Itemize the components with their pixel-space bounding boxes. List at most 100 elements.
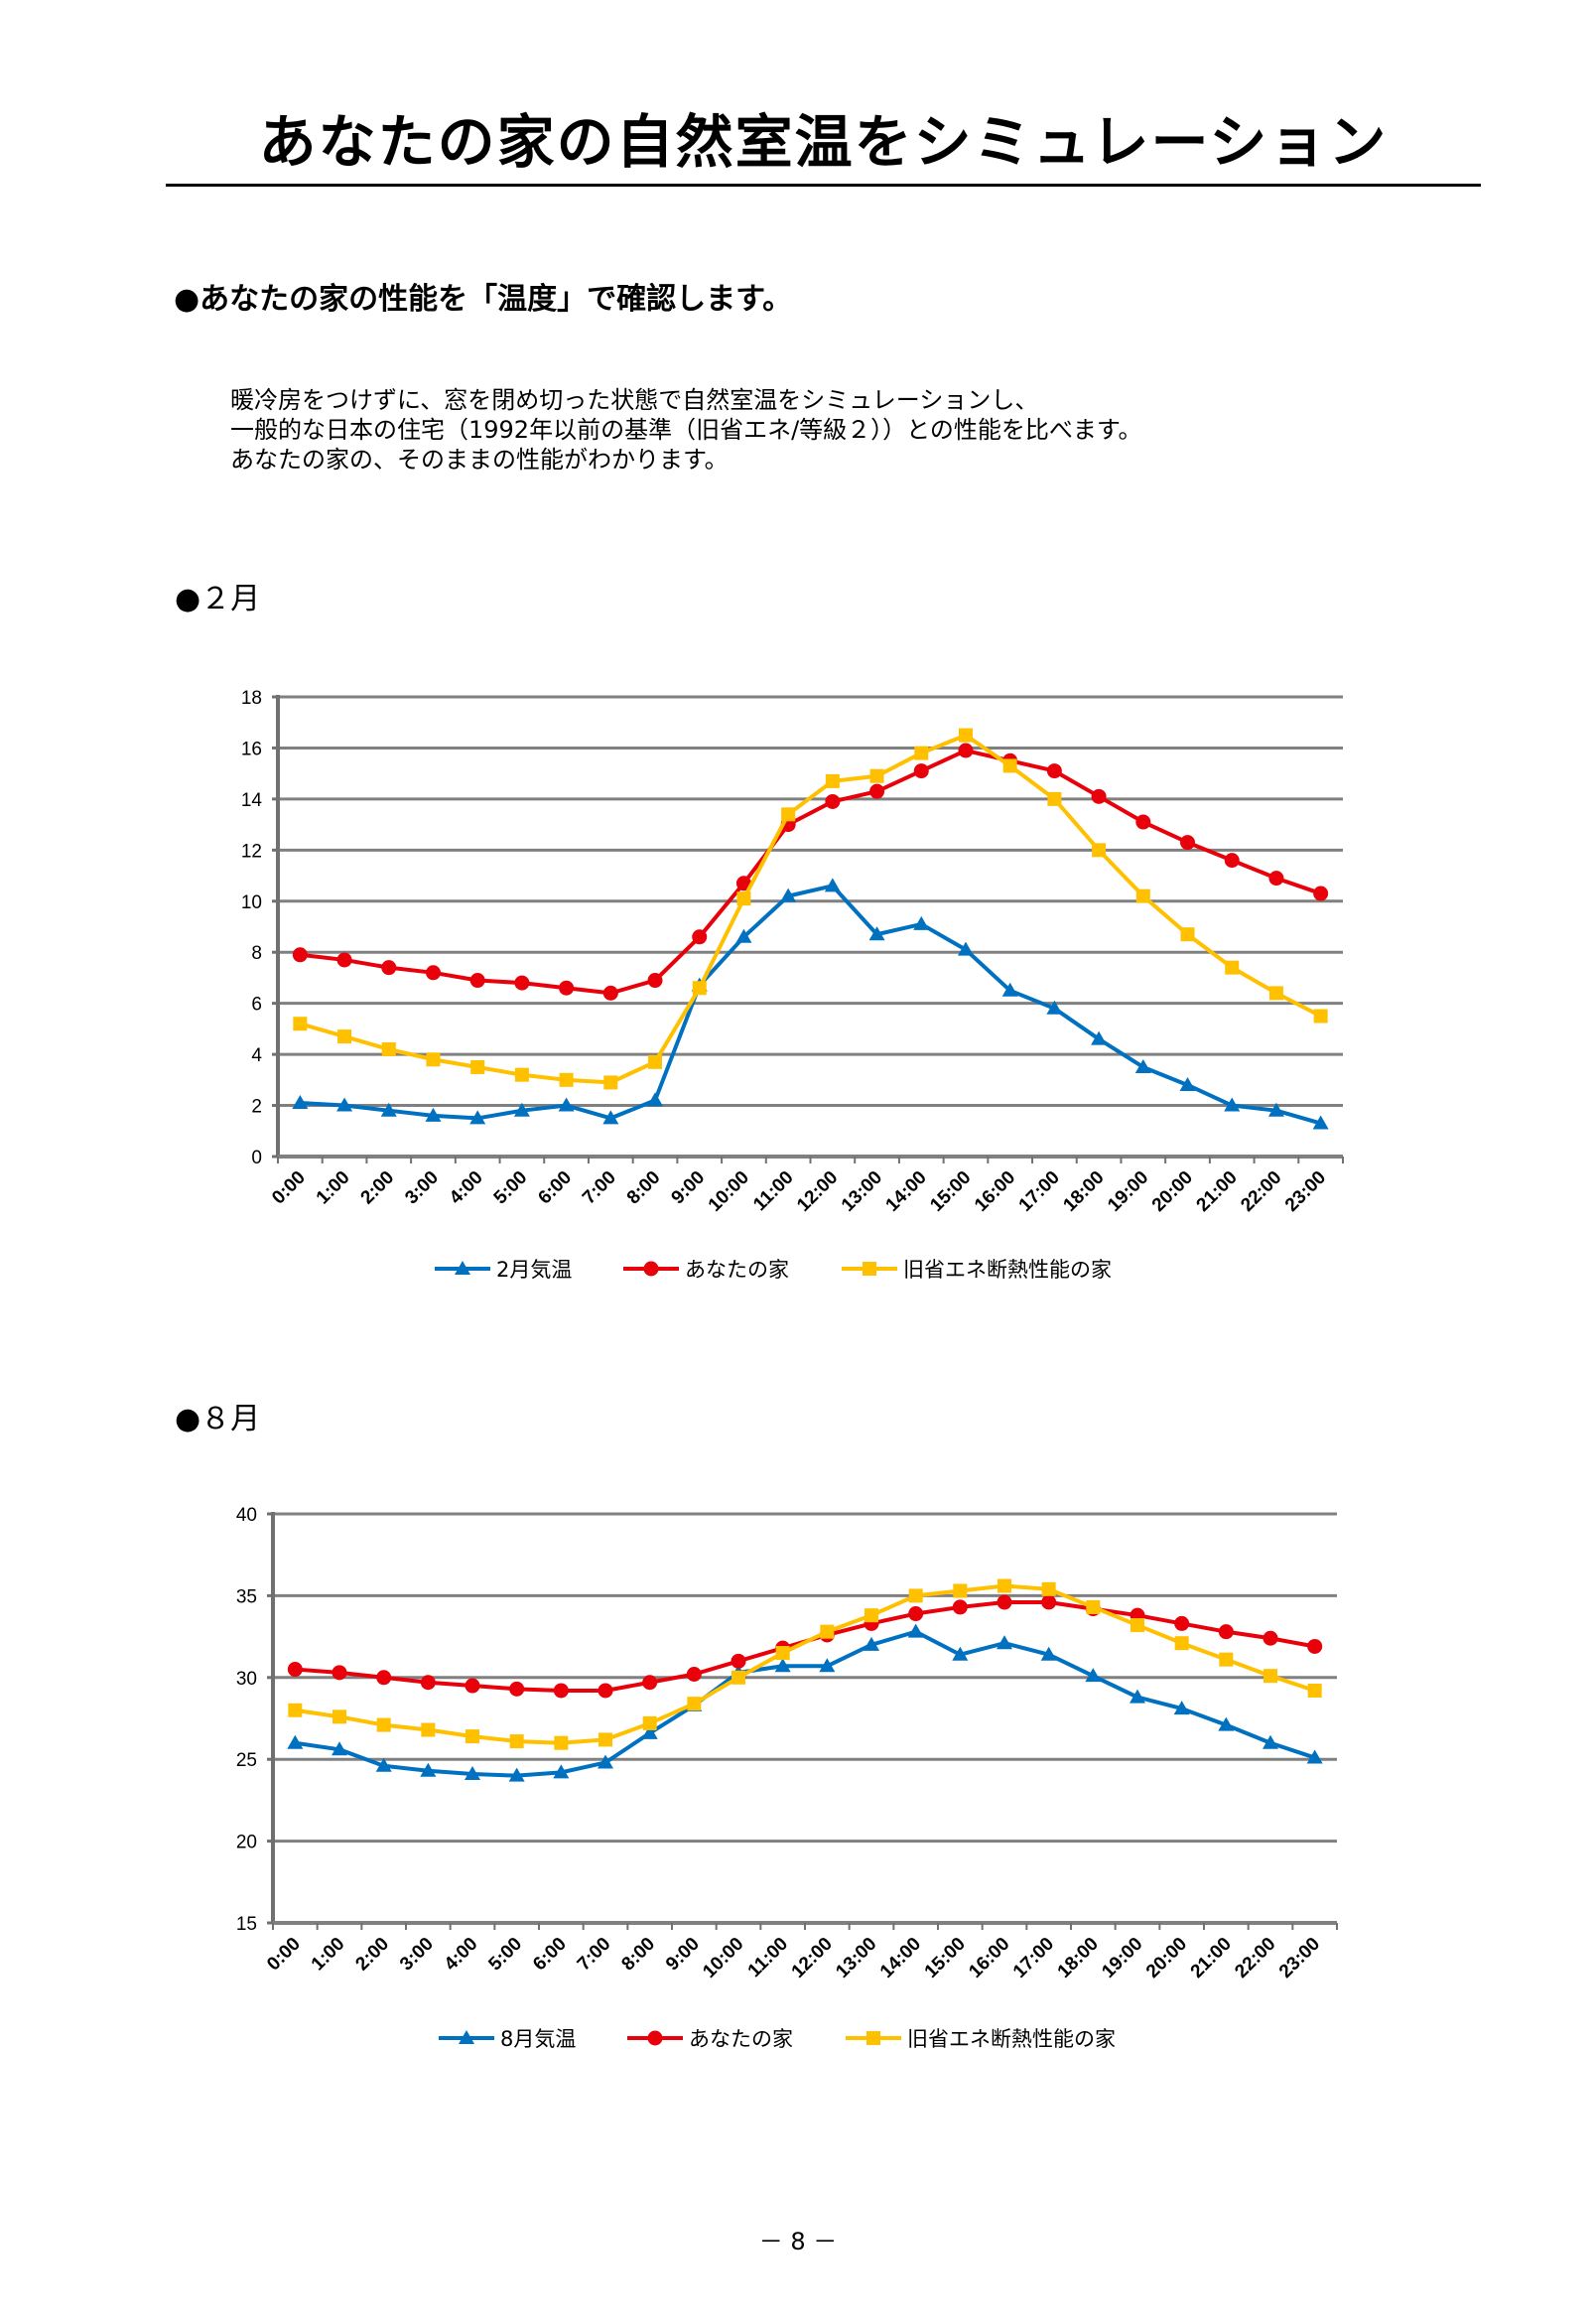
data-point — [559, 1072, 574, 1087]
x-tick-label: 8:00 — [617, 1934, 659, 1976]
data-point — [997, 1635, 1012, 1650]
data-point — [1218, 1624, 1234, 1640]
data-point — [1264, 1669, 1277, 1684]
data-point — [469, 1110, 486, 1125]
data-point — [1224, 1097, 1241, 1112]
data-point — [1091, 788, 1107, 804]
data-point — [1040, 1646, 1057, 1661]
data-point — [558, 1097, 575, 1112]
x-tick-label: 2:00 — [357, 1167, 399, 1209]
data-point — [998, 1578, 1011, 1593]
x-tick-label: 4:00 — [441, 1934, 482, 1976]
data-point — [914, 746, 929, 760]
x-tick-label: 8:00 — [623, 1167, 665, 1209]
data-point — [514, 1067, 529, 1082]
data-point — [736, 891, 751, 906]
data-point — [1263, 1734, 1278, 1749]
x-tick-label: 14:00 — [882, 1167, 931, 1216]
data-point — [642, 1715, 657, 1730]
legend-label: 旧省エネ断熱性能の家 — [907, 2027, 1116, 2051]
data-point — [336, 952, 352, 968]
data-point — [420, 1762, 437, 1777]
y-tick-label: 12 — [241, 841, 262, 862]
august-temperature-chart: 15 20 25 30 35 40 0:00 1:00 2:00 3:00 4:00 5:00 6:00… — [236, 1505, 1338, 2051]
data-point — [1046, 1000, 1063, 1015]
data-point — [642, 1675, 658, 1691]
body-text-line-1: 暖冷房をつけずに、窓を閉め切った状態で自然室温をシミュレーションし、 — [230, 386, 1039, 414]
data-point — [559, 980, 575, 996]
data-point — [692, 981, 707, 996]
x-tick-label: 22:00 — [1231, 1934, 1279, 1982]
series-line — [295, 1583, 1316, 1745]
x-tick-label: 12:00 — [788, 1934, 837, 1982]
data-point — [958, 743, 974, 758]
data-point — [1263, 1630, 1278, 1646]
data-point — [465, 1678, 480, 1694]
body-text-line-2: 一般的な日本の住宅（1992年以前の基準（旧省エネ/等級２））との性能を比べます… — [230, 416, 1142, 444]
data-point — [1225, 960, 1240, 975]
x-tick-label: 7:00 — [579, 1167, 620, 1209]
x-tick-label: 11:00 — [744, 1934, 792, 1981]
data-point — [380, 1102, 397, 1117]
x-tick-label: 22:00 — [1237, 1167, 1285, 1216]
data-point — [598, 1732, 612, 1747]
legend-marker — [863, 1262, 876, 1276]
x-tick-label: 4:00 — [446, 1167, 487, 1209]
data-point — [869, 768, 884, 783]
data-point — [1046, 763, 1062, 779]
february-heading: ●２月 — [175, 582, 261, 616]
data-point — [292, 1094, 309, 1109]
x-tick-label: 15:00 — [921, 1934, 970, 1982]
x-tick-label: 10:00 — [705, 1167, 753, 1216]
data-point — [952, 1599, 968, 1615]
data-point — [868, 926, 885, 941]
data-point — [1307, 1683, 1322, 1698]
data-point — [1306, 1749, 1323, 1764]
data-point — [1130, 1689, 1145, 1704]
x-tick-label: 19:00 — [1098, 1934, 1146, 1982]
legend-item: 旧省エネ断熱性能の家 — [846, 2027, 1116, 2051]
data-point — [1135, 888, 1150, 903]
data-point — [1134, 1058, 1151, 1073]
data-point — [735, 928, 752, 943]
x-tick-label: 13:00 — [838, 1167, 886, 1216]
y-tick-label: 16 — [241, 739, 262, 759]
data-point — [553, 1764, 570, 1779]
x-tick-label: 11:00 — [749, 1167, 797, 1215]
x-tick-label: 5:00 — [484, 1934, 526, 1976]
february-temperature-chart: 0 2 4 6 8 10 12 14 16 18 0:00 1:00 2:00 3:00 4:00 5:00 6… — [241, 688, 1344, 1282]
legend-item: あなたの家 — [627, 2027, 793, 2051]
data-point — [287, 1734, 304, 1749]
x-tick-label: 20:00 — [1142, 1934, 1191, 1982]
x-tick-label: 19:00 — [1104, 1167, 1152, 1216]
data-point — [1047, 791, 1062, 806]
x-tick-label: 18:00 — [1054, 1934, 1103, 1982]
x-tick-label: 23:00 — [1275, 1934, 1324, 1982]
y-tick-label: 15 — [236, 1914, 257, 1935]
x-tick-label: 9:00 — [662, 1934, 704, 1976]
y-tick-label: 10 — [241, 892, 262, 913]
data-point — [1313, 1009, 1328, 1024]
x-tick-label: 0:00 — [263, 1934, 305, 1976]
data-point — [1135, 814, 1151, 830]
data-point — [952, 1646, 969, 1661]
y-tick-label: 0 — [251, 1148, 262, 1168]
y-tick-label: 18 — [241, 688, 262, 709]
data-point — [820, 1624, 835, 1639]
legend-marker — [643, 1261, 659, 1277]
data-point — [953, 1583, 968, 1598]
data-point — [686, 1667, 702, 1683]
data-point — [465, 1766, 480, 1781]
data-point — [602, 1110, 619, 1125]
data-point — [958, 728, 973, 743]
data-point — [513, 1102, 530, 1117]
data-point — [1268, 986, 1283, 1001]
title-divider — [166, 184, 1481, 187]
data-point — [1218, 1716, 1235, 1731]
y-tick-label: 8 — [251, 943, 262, 964]
page-title: あなたの家の自然室温をシミュレーション — [258, 108, 1389, 176]
x-tick-label: 2:00 — [351, 1934, 393, 1976]
data-point — [1174, 1615, 1190, 1631]
data-point — [514, 975, 530, 991]
data-point — [336, 1097, 353, 1112]
